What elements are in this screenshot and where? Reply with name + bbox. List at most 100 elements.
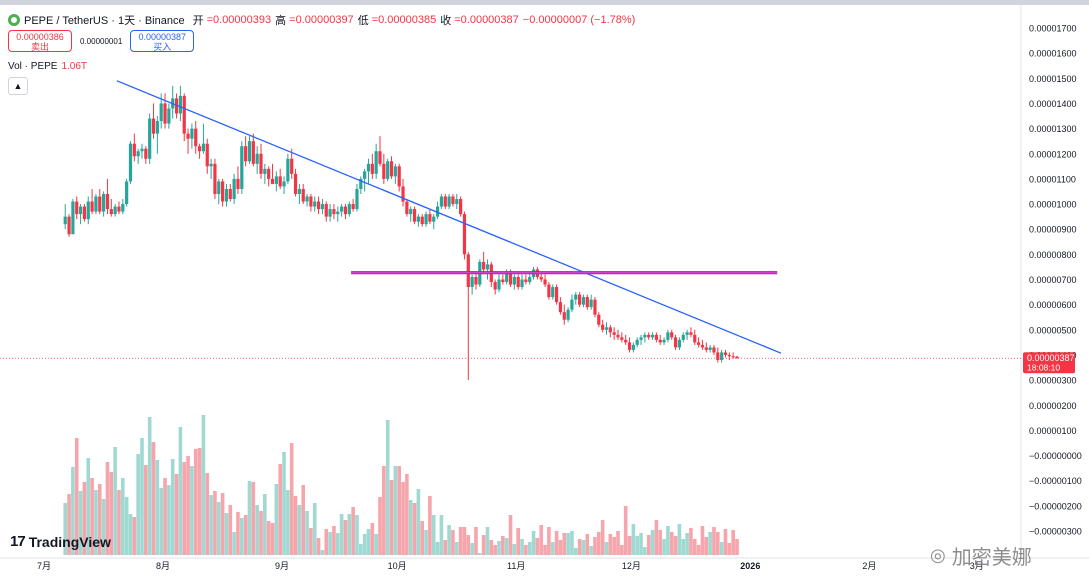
candle-body xyxy=(86,201,90,220)
candle-body xyxy=(105,193,110,210)
volume-bar xyxy=(727,543,732,555)
pepe-coin-icon[interactable] xyxy=(8,14,20,26)
candle-body xyxy=(412,209,417,222)
chevron-up-icon[interactable]: ▲ xyxy=(8,77,28,95)
volume-bar xyxy=(309,528,313,555)
candle-body xyxy=(370,163,374,174)
candle-body xyxy=(482,261,486,270)
volume-legend[interactable]: Vol · PEPE 1.06T xyxy=(8,61,87,72)
volume-bar xyxy=(493,545,497,555)
watermark: ◎ 加密美娜 xyxy=(930,541,1032,570)
buy-button[interactable]: 0.00000387 买入 xyxy=(130,30,195,52)
volume-bar xyxy=(531,531,536,555)
candle-body xyxy=(489,264,493,283)
candle-body xyxy=(505,271,509,283)
candle-body xyxy=(508,271,513,285)
candle-body xyxy=(708,347,712,350)
candle-body xyxy=(543,279,547,285)
price-axis[interactable]: 0.00001700 0.00001600 0.00001500 0.00001400… xyxy=(1029,24,1082,537)
volume-bar xyxy=(401,482,405,555)
candle-body xyxy=(501,279,505,283)
candle-body xyxy=(94,196,98,212)
symbol-title[interactable]: PEPE / TetherUS · 1天 · Binance xyxy=(24,15,185,27)
candle-body xyxy=(700,344,705,348)
price-tick-label: 0.00000100 xyxy=(1029,426,1077,436)
candle-body xyxy=(681,334,685,340)
volume-bar xyxy=(643,547,647,555)
volume-bar xyxy=(335,533,340,555)
candle-body xyxy=(155,121,159,134)
candle-body xyxy=(163,103,167,124)
candle-body xyxy=(251,141,255,164)
volume-bar xyxy=(735,539,739,555)
candle-body xyxy=(531,269,536,277)
candle-body xyxy=(144,148,148,159)
candle-body xyxy=(382,163,386,179)
candle-body xyxy=(416,216,420,222)
trendline[interactable] xyxy=(116,80,782,354)
volume-bar xyxy=(312,503,317,555)
sell-button[interactable]: 0.00000386 卖出 xyxy=(8,30,72,52)
volume-bar xyxy=(405,474,409,555)
candle-body xyxy=(731,356,735,358)
candle-body xyxy=(428,214,432,222)
volume-bar xyxy=(159,488,163,555)
volume-bar xyxy=(481,535,486,555)
candle-body xyxy=(305,196,309,202)
candle-body xyxy=(566,309,570,320)
volume-bar xyxy=(458,527,463,555)
candle-body xyxy=(389,161,394,177)
candle-body xyxy=(451,196,455,205)
volume-bar xyxy=(378,497,382,555)
candle-body xyxy=(539,276,543,280)
candle-body xyxy=(697,342,701,345)
candle-body xyxy=(689,332,693,335)
candle-body xyxy=(574,294,578,300)
volume-bar xyxy=(397,466,401,555)
volume-bar xyxy=(263,494,267,555)
volume-bar xyxy=(666,526,670,555)
volume-bar xyxy=(669,532,674,555)
candle-body xyxy=(593,299,597,315)
volume-bar xyxy=(712,527,716,555)
candle-body xyxy=(693,334,697,343)
time-axis[interactable]: 7月 8月 9月 10月 11月 12月 2026 2月 3月 xyxy=(37,561,984,571)
candle-body xyxy=(554,287,559,303)
volume-layer xyxy=(63,415,739,555)
candle-body xyxy=(63,216,67,225)
volume-bar xyxy=(232,532,236,555)
volume-bar xyxy=(359,544,363,555)
volume-bar xyxy=(497,541,501,555)
volume-bar xyxy=(485,527,490,555)
candle-body xyxy=(447,196,451,207)
volume-bar xyxy=(451,530,455,555)
volume-bar xyxy=(339,514,344,555)
candle-body xyxy=(597,314,601,325)
volume-bar xyxy=(117,490,121,555)
price-tick-label: −0.00000000 xyxy=(1029,451,1082,461)
volume-bar xyxy=(124,497,129,555)
volume-bar xyxy=(259,511,263,555)
candle-layer xyxy=(63,85,739,381)
candle-body xyxy=(616,334,620,338)
candle-body xyxy=(455,199,459,205)
candle-body xyxy=(470,276,474,288)
candle-body xyxy=(201,143,206,152)
volume-bar xyxy=(297,505,302,555)
candle-body xyxy=(524,279,528,283)
candle-body xyxy=(512,276,516,285)
tradingview-logo-icon: 17 xyxy=(10,533,26,550)
candle-body xyxy=(435,206,440,217)
candle-body xyxy=(332,209,336,215)
candle-body xyxy=(286,158,290,182)
candle-body xyxy=(182,95,186,134)
candle-body xyxy=(320,204,325,210)
low-label: 低 xyxy=(357,15,369,27)
volume-bar xyxy=(270,523,275,555)
candle-body xyxy=(136,151,140,157)
time-tick-label: 8月 xyxy=(156,561,170,571)
volume-bar xyxy=(524,545,528,555)
tradingview-brand[interactable]: 17 TradingView xyxy=(10,533,111,550)
candle-body xyxy=(670,332,674,338)
